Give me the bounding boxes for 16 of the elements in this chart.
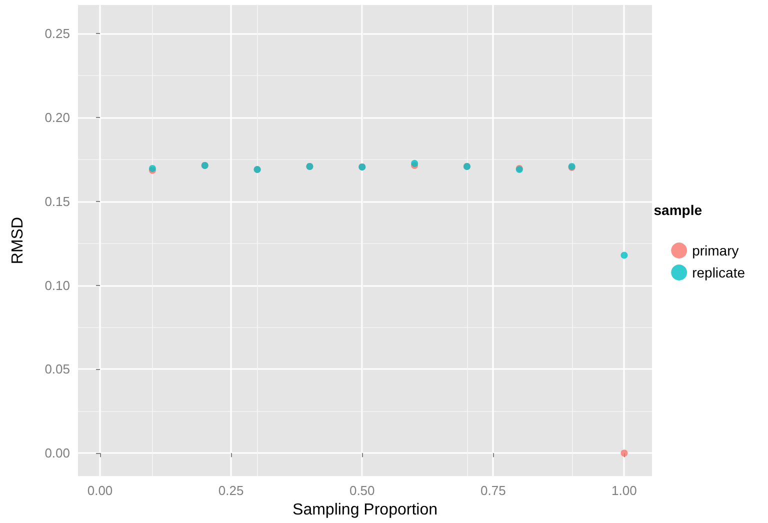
legend-label: replicate: [692, 264, 746, 280]
x-tick-label: 0.50: [349, 483, 375, 498]
y-axis-title: RMSD: [10, 216, 26, 264]
x-axis-title: Sampling Proportion: [292, 502, 438, 518]
y-tick-label: 0.00: [44, 446, 70, 461]
y-tick-label: 0.15: [44, 194, 70, 209]
y-tick-label: 0.25: [44, 26, 70, 42]
legend-label: primary: [692, 242, 739, 258]
x-tick-label: 0.75: [480, 483, 506, 498]
legend-title: sample: [654, 202, 702, 218]
y-tick-label: 0.20: [44, 110, 70, 125]
y-tick-label: 0.05: [44, 362, 70, 377]
x-tick-label: 1.00: [612, 483, 637, 498]
x-tick-label: 0.25: [218, 483, 244, 498]
y-tick-label: 0.10: [44, 278, 70, 293]
x-tick-label: 0.00: [87, 483, 113, 498]
